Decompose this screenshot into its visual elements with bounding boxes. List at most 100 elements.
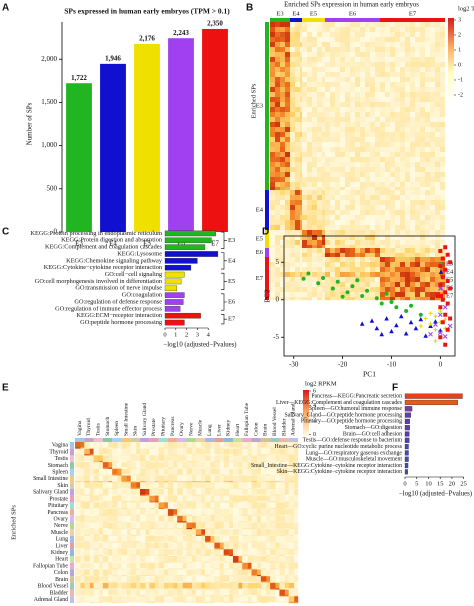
heatmap-cell (154, 442, 159, 448)
heatmap-cell (223, 576, 230, 582)
heatmap-cell (302, 77, 308, 83)
heatmap-cell (257, 588, 262, 590)
heatmap-cell (430, 77, 436, 83)
heatmap-cell (300, 47, 303, 53)
heatmap-cell (294, 501, 299, 503)
heatmap-cell (201, 475, 206, 482)
heatmap-cell (355, 77, 361, 83)
heatmap-cell (280, 253, 286, 258)
heatmap-cell (275, 248, 281, 254)
heatmap-cell (340, 220, 346, 226)
point (437, 330, 443, 336)
heatmap-cell (380, 220, 386, 226)
heatmap-cell (279, 460, 286, 463)
point (438, 249, 443, 253)
heatmap-cell (300, 147, 303, 153)
heatmap-cell (395, 132, 401, 138)
heatmap-cell (195, 548, 202, 550)
column-label: E7 (409, 10, 417, 17)
heatmap-cell (280, 87, 286, 93)
heatmap-cell (395, 22, 401, 28)
heatmap-cell (126, 569, 131, 576)
heatmap-cell (322, 190, 326, 196)
heatmap-cell (136, 556, 141, 562)
heatmap-cell (89, 502, 94, 509)
heatmap-cell (154, 494, 159, 496)
heatmap-cell (75, 475, 81, 482)
heatmap-cell (410, 248, 416, 254)
heatmap-cell (117, 576, 122, 582)
point (438, 264, 443, 268)
heatmap-cell (280, 235, 286, 241)
heatmap-cell (312, 287, 318, 293)
heatmap-cell (195, 475, 202, 482)
heatmap-cell (420, 195, 426, 201)
heatmap-cell (275, 474, 280, 476)
heatmap-cell (136, 542, 141, 549)
heatmap-cell (275, 172, 281, 178)
heatmap-cell (294, 535, 299, 542)
heatmap-cell (284, 562, 289, 569)
heatmap-cell (167, 554, 174, 557)
heatmap-cell (425, 37, 431, 43)
heatmap-cell (177, 588, 183, 590)
heatmap-cell (192, 549, 196, 556)
heatmap-cell (158, 562, 165, 569)
heatmap-cell (205, 534, 211, 537)
heatmap-cell (195, 596, 202, 602)
heatmap-cell (380, 82, 386, 88)
heatmap-cell (294, 596, 299, 602)
heatmap-cell (219, 568, 224, 570)
heatmap-cell (167, 474, 174, 476)
heatmap-cell (395, 82, 401, 88)
heatmap-cell (302, 167, 308, 173)
bar (404, 450, 409, 456)
heatmap-cell (89, 501, 94, 503)
heatmap-cell (284, 554, 289, 557)
heatmap-cell (390, 297, 396, 301)
heatmap-cell (279, 596, 286, 602)
heatmap-cell (126, 501, 131, 503)
heatmap-cell (266, 494, 271, 496)
heatmap-cell (395, 262, 401, 268)
heatmap-cell (238, 589, 243, 596)
heatmap-cell (270, 562, 276, 569)
heatmap-cell (415, 245, 421, 249)
heatmap-cell (307, 240, 313, 246)
heatmap-cell (192, 468, 196, 475)
heatmap-cell (145, 488, 150, 495)
heatmap-cell (130, 494, 137, 496)
heatmap-cell (375, 92, 381, 98)
heatmap-cell (210, 556, 215, 562)
heatmap-cell (340, 267, 346, 273)
point (345, 290, 350, 295)
heatmap-cell (130, 514, 137, 516)
heatmap-cell (285, 57, 291, 63)
heatmap-cell (177, 481, 183, 483)
heatmap-cell (410, 152, 416, 158)
heatmap-cell (102, 482, 109, 488)
heatmap-cell (390, 172, 396, 178)
heatmap-cell (279, 556, 286, 562)
heatmap-cell (375, 137, 381, 143)
heatmap-cell (158, 468, 165, 475)
heatmap-cell (355, 167, 361, 173)
bar (404, 437, 410, 443)
heatmap-cell (238, 482, 243, 488)
point (443, 267, 448, 272)
heatmap-cell (205, 554, 211, 557)
heatmap-cell (380, 210, 386, 216)
heatmap-cell (385, 287, 391, 293)
heatmap-cell (294, 569, 299, 576)
heatmap-cell (93, 569, 100, 576)
heatmap-cell (415, 87, 421, 93)
heatmap-cell (430, 27, 436, 33)
row-label: Spleen (52, 470, 68, 476)
heatmap-cell (355, 187, 361, 191)
heatmap-cell (330, 215, 336, 221)
heatmap-cell (158, 515, 165, 522)
heatmap-cell (365, 220, 371, 226)
column-label: Bladder (281, 418, 287, 436)
heatmap-cell (275, 195, 281, 201)
heatmap-cell (285, 47, 291, 53)
